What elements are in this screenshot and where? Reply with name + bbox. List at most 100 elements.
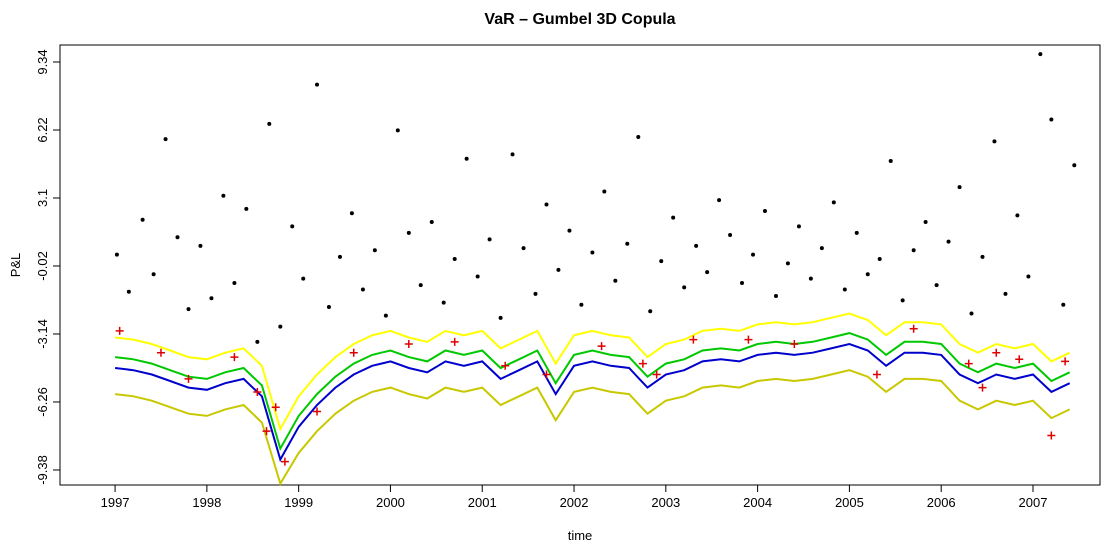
pnl-point <box>682 285 687 290</box>
pnl-point <box>796 224 801 229</box>
pnl-point <box>785 261 790 266</box>
pnl-point <box>544 202 549 207</box>
pnl-point <box>1003 291 1008 296</box>
pnl-point <box>842 287 847 292</box>
y-axis-label: P&L <box>8 253 23 278</box>
exceedance-cross <box>652 370 661 379</box>
pnl-point <box>831 200 836 205</box>
exceedance-cross <box>271 403 280 412</box>
pnl-point <box>556 267 561 272</box>
exceedance-cross <box>978 383 987 392</box>
exceedance-cross <box>1015 355 1024 364</box>
pnl-point <box>567 228 572 233</box>
pnl-point <box>808 276 813 281</box>
x-tick-label: 1997 <box>101 495 130 510</box>
y-tick-label: -3.14 <box>35 319 50 349</box>
exceedance-cross <box>872 370 881 379</box>
pnl-point <box>126 289 131 294</box>
pnl-point <box>521 246 526 251</box>
pnl-point <box>255 339 260 344</box>
pnl-point <box>151 272 156 277</box>
pnl-point <box>911 248 916 253</box>
x-tick-label: 2002 <box>560 495 589 510</box>
pnl-point <box>441 300 446 305</box>
pnl-point <box>395 128 400 133</box>
pnl-point <box>290 224 295 229</box>
pnl-point <box>232 280 237 285</box>
pnl-point <box>1015 213 1020 218</box>
exceedance-cross <box>404 340 413 348</box>
x-tick-label: 2007 <box>1019 495 1048 510</box>
series-line <box>114 332 1071 452</box>
exceedance-cross <box>909 324 918 333</box>
pnl-point <box>533 291 538 296</box>
exceedance-cross <box>313 407 322 416</box>
series-line <box>114 369 1071 486</box>
pnl-point <box>579 302 584 307</box>
pnl-point <box>602 189 607 194</box>
pnl-point <box>372 248 377 253</box>
exceedance-cross <box>1061 357 1070 366</box>
series-line <box>114 312 1071 432</box>
pnl-point <box>337 254 342 259</box>
pnl-point <box>209 296 214 301</box>
pnl-point <box>475 274 480 279</box>
pnl-point <box>946 239 951 244</box>
exceedance-cross <box>349 348 358 357</box>
y-tick-label: -0.02 <box>35 251 50 281</box>
exceedance-cross <box>501 361 510 370</box>
pnl-point <box>969 311 974 316</box>
exceedance-cross <box>230 353 239 362</box>
x-tick-label: 2005 <box>835 495 864 510</box>
exceedance-cross <box>262 427 271 436</box>
pnl-point <box>326 304 331 309</box>
y-tick-label: 6.22 <box>35 117 50 142</box>
pnl-point <box>888 158 893 163</box>
pnl-point <box>613 278 618 283</box>
exceedance-cross <box>280 457 289 466</box>
exceedance-cross <box>115 326 124 335</box>
pnl-point <box>762 209 767 214</box>
pnl-point <box>957 185 962 190</box>
exceedance-cross <box>542 370 551 379</box>
exceedance-cross <box>790 340 799 348</box>
pnl-point <box>671 215 676 220</box>
x-axis-label: time <box>568 528 593 543</box>
series-line <box>114 342 1071 463</box>
pnl-point <box>221 193 226 198</box>
pnl-point <box>301 276 306 281</box>
pnl-point <box>186 307 191 312</box>
exceedance-cross <box>1047 431 1056 440</box>
pnl-point <box>1026 274 1031 279</box>
pnl-point <box>1072 163 1077 168</box>
pnl-point <box>648 309 653 314</box>
exceedance-cross <box>450 337 459 346</box>
pnl-point <box>773 294 778 299</box>
pnl-point <box>175 235 180 240</box>
pnl-point <box>383 313 388 318</box>
pnl-point <box>429 219 434 224</box>
pnl-point <box>1038 52 1043 57</box>
pnl-point <box>992 139 997 144</box>
plot-frame <box>59 44 1101 486</box>
exceedance-cross <box>184 374 193 383</box>
exceedance-cross <box>689 335 698 344</box>
x-tick-label: 2004 <box>743 495 772 510</box>
pnl-point <box>705 270 710 275</box>
y-tick-label: -9.38 <box>35 455 50 485</box>
pnl-point <box>418 283 423 288</box>
pnl-point <box>923 219 928 224</box>
pnl-point <box>349 211 354 216</box>
pnl-point <box>717 198 722 203</box>
pnl-point <box>934 283 939 288</box>
x-tick-label: 1998 <box>192 495 221 510</box>
pnl-point <box>244 206 249 211</box>
pnl-point <box>464 156 469 161</box>
pnl-point <box>498 315 503 320</box>
pnl-point <box>819 246 824 251</box>
y-tick-label: 3.1 <box>35 189 50 207</box>
pnl-point <box>877 257 882 262</box>
pnl-point <box>487 237 492 242</box>
pnl-point <box>751 252 756 257</box>
